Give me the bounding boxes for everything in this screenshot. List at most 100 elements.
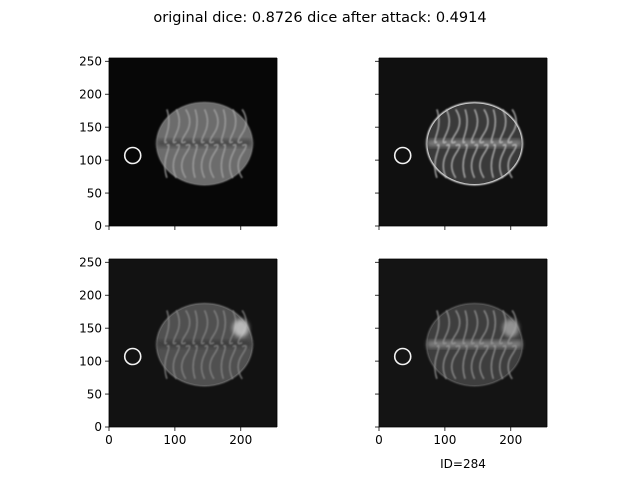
brain-fold-line xyxy=(172,143,181,179)
brain-fold-line xyxy=(479,344,489,380)
brain-folds xyxy=(164,108,247,179)
brain-fold-line xyxy=(192,310,198,345)
brain-fold-line xyxy=(192,143,198,179)
figure-caption: ID=284 xyxy=(440,457,486,471)
brain-fold-line xyxy=(490,109,497,144)
marker-circle xyxy=(393,146,412,165)
brain-folds xyxy=(164,309,247,380)
brain-fold-line xyxy=(172,310,181,345)
brain-fold-line xyxy=(442,310,451,345)
y-tick-label: 100 xyxy=(79,153,102,167)
brain-fold-line xyxy=(498,344,507,380)
panel-grid: 0 50 100 150 200 250 0 50 100 150 200 250 0 100 200 0 10… xyxy=(79,54,548,447)
brain-fold-line xyxy=(507,108,517,144)
brain-fold-line xyxy=(434,344,440,380)
brain-fold-line xyxy=(479,309,489,345)
brain-fold-line xyxy=(209,309,219,345)
brain-fold-line xyxy=(209,344,219,380)
figure-title: original dice: 0.8726 dice after attack:… xyxy=(153,10,486,26)
bright-region xyxy=(232,319,249,338)
brain-fold-line xyxy=(450,344,461,380)
brain-fold-line xyxy=(200,109,209,144)
brain-fold-line xyxy=(200,310,209,345)
brain-fold-line xyxy=(490,143,497,179)
brain-fold-line xyxy=(498,310,507,345)
panel-2 xyxy=(375,57,548,230)
brain-fold-line xyxy=(442,344,451,380)
y-tick-label: 100 xyxy=(79,354,102,368)
panel-3: 0 50 100 150 200 250 0 100 200 xyxy=(79,255,278,447)
brain-fold-line xyxy=(200,143,209,179)
brain-fold-line xyxy=(164,109,170,144)
brain-fold-line xyxy=(434,143,440,179)
brain-fold-line xyxy=(209,108,219,144)
brain-slice xyxy=(425,101,524,186)
x-tick-label: 0 xyxy=(375,433,383,447)
brain-fold-line xyxy=(442,109,451,144)
brain-fold-line xyxy=(479,143,489,179)
y-tick-label: 0 xyxy=(94,420,102,434)
brain-folds xyxy=(434,309,517,380)
brain-fold-line xyxy=(442,143,451,179)
brain-slice xyxy=(155,302,254,387)
brain-fold-line xyxy=(237,108,247,144)
axes-spines xyxy=(108,57,278,227)
brain-fold-line xyxy=(490,344,497,380)
brain-fold-line xyxy=(172,109,181,144)
brain-fold-line xyxy=(498,109,507,144)
brain-midline xyxy=(157,139,252,147)
brain-fold-line xyxy=(164,143,170,179)
brain-fold-line xyxy=(462,310,468,345)
brain-fold-line xyxy=(498,143,507,179)
axes-spines xyxy=(108,258,278,428)
x-tick-label: 200 xyxy=(499,433,522,447)
brain-fold-line xyxy=(164,344,170,380)
x-tick-label: 100 xyxy=(433,433,456,447)
brain-fold-line xyxy=(507,344,517,380)
y-tick-label: 200 xyxy=(79,87,102,101)
y-tick-label: 50 xyxy=(87,387,102,401)
brain-fold-line xyxy=(220,109,227,144)
brain-fold-line xyxy=(192,109,198,144)
brain-fold-line xyxy=(490,310,497,345)
brain-fold-line xyxy=(172,344,181,380)
brain-fold-line xyxy=(470,310,479,345)
brain-fold-line xyxy=(450,309,461,345)
brain-fold-line xyxy=(470,109,479,144)
brain-fold-line xyxy=(220,310,227,345)
brain-fold-line xyxy=(462,344,468,380)
brain-fold-line xyxy=(470,143,479,179)
brain-fold-line xyxy=(479,108,489,144)
brain-fold-line xyxy=(237,344,247,380)
marker-circle xyxy=(393,347,412,366)
brain-slice xyxy=(425,302,524,387)
x-tick-label: 0 xyxy=(105,433,113,447)
brain-fold-line xyxy=(192,344,198,380)
brain-fold-line xyxy=(180,344,191,380)
brain-midline xyxy=(157,340,252,348)
y-tick-label: 250 xyxy=(79,255,102,269)
brain-fold-line xyxy=(220,143,227,179)
brain-fold-line xyxy=(462,109,468,144)
brain-fold-line xyxy=(434,109,440,144)
brain-fold-line xyxy=(228,310,237,345)
brain-fold-line xyxy=(228,143,237,179)
marker-circle xyxy=(123,146,142,165)
brain-slice xyxy=(155,101,254,186)
brain-midline xyxy=(427,340,522,348)
brain-fold-line xyxy=(200,344,209,380)
brain-fold-line xyxy=(228,109,237,144)
bright-region xyxy=(502,319,519,338)
axes-spines xyxy=(378,57,548,227)
y-tick-label: 0 xyxy=(94,219,102,233)
brain-fold-line xyxy=(180,309,191,345)
brain-fold-line xyxy=(228,344,237,380)
brain-fold-line xyxy=(164,310,170,345)
y-tick-label: 150 xyxy=(79,321,102,335)
panel-1: 0 50 100 150 200 250 xyxy=(79,54,278,233)
brain-fold-line xyxy=(507,143,517,179)
brain-midline xyxy=(427,139,522,147)
y-tick-label: 150 xyxy=(79,120,102,134)
panel-4: 0 100 200 xyxy=(375,258,548,447)
axes-spines xyxy=(378,258,548,428)
